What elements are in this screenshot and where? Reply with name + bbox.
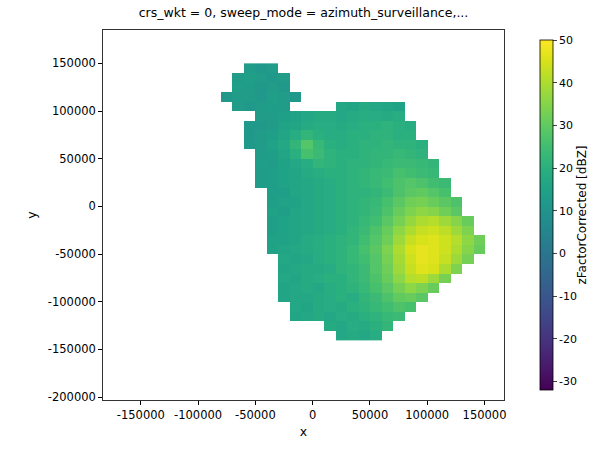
svg-text:-100000: -100000 bbox=[48, 295, 96, 309]
svg-text:150000: 150000 bbox=[52, 56, 96, 70]
svg-text:-20: -20 bbox=[559, 333, 577, 346]
svg-text:x: x bbox=[300, 424, 307, 439]
svg-text:10: 10 bbox=[559, 205, 573, 218]
svg-text:30: 30 bbox=[559, 119, 573, 132]
svg-text:-30: -30 bbox=[559, 375, 577, 388]
svg-text:-150000: -150000 bbox=[117, 408, 165, 422]
svg-text:crs_wkt = 0, sweep_mode = azim: crs_wkt = 0, sweep_mode = azimuth_survei… bbox=[139, 5, 469, 20]
svg-text:150000: 150000 bbox=[463, 408, 507, 422]
svg-text:100000: 100000 bbox=[405, 408, 449, 422]
svg-text:-10: -10 bbox=[559, 290, 577, 303]
svg-text:-150000: -150000 bbox=[48, 342, 96, 356]
svg-text:20: 20 bbox=[559, 162, 573, 175]
svg-text:y: y bbox=[24, 211, 39, 219]
svg-text:0: 0 bbox=[89, 199, 96, 213]
svg-text:zFactorCorrected [dBZ]: zFactorCorrected [dBZ] bbox=[575, 145, 589, 284]
svg-text:0: 0 bbox=[309, 408, 316, 422]
svg-text:40: 40 bbox=[559, 77, 573, 90]
svg-text:50000: 50000 bbox=[59, 152, 96, 166]
svg-text:100000: 100000 bbox=[52, 104, 96, 118]
svg-text:-100000: -100000 bbox=[174, 408, 222, 422]
svg-text:-200000: -200000 bbox=[48, 390, 96, 404]
svg-text:-50000: -50000 bbox=[235, 408, 276, 422]
svg-text:-50000: -50000 bbox=[55, 247, 96, 261]
svg-text:0: 0 bbox=[559, 247, 566, 260]
svg-text:50: 50 bbox=[559, 34, 573, 47]
svg-text:50000: 50000 bbox=[352, 408, 389, 422]
